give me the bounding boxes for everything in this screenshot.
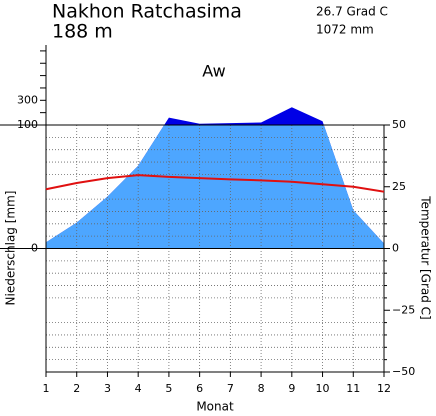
x-axis-label: Monat bbox=[196, 400, 234, 414]
mean-temperature: 26.7 Grad C bbox=[316, 5, 388, 19]
temperature-line bbox=[45, 174, 385, 193]
x-tick-label: 4 bbox=[135, 382, 142, 395]
x-tick-label: 3 bbox=[104, 382, 111, 395]
x-tick-label: 5 bbox=[165, 382, 172, 395]
x-tick-label: 9 bbox=[288, 382, 295, 395]
x-tick-label: 8 bbox=[258, 382, 265, 395]
chart-subtitle: 188 m bbox=[52, 21, 113, 43]
y2-tick-label: −25 bbox=[392, 303, 415, 316]
x-tick-label: 7 bbox=[227, 382, 234, 395]
y2-tick-label: 0 bbox=[392, 242, 399, 255]
x-tick-label: 6 bbox=[196, 382, 203, 395]
annual-precipitation: 1072 mm bbox=[316, 23, 374, 37]
precipitation-area bbox=[46, 125, 384, 249]
y2-tick-label: −50 bbox=[392, 365, 415, 378]
y2-tick-label: 50 bbox=[392, 118, 406, 131]
x-tick-label: 11 bbox=[346, 382, 360, 395]
y-tick-label: 300 bbox=[17, 93, 38, 106]
x-tick-label: 2 bbox=[73, 382, 80, 395]
x-tick-label: 1 bbox=[43, 382, 50, 395]
x-tick-label: 10 bbox=[316, 382, 330, 395]
x-tick-label: 12 bbox=[377, 382, 391, 395]
y2-axis-label: Temperatur [Grad C] bbox=[419, 195, 433, 319]
y2-tick-label: 25 bbox=[392, 180, 406, 193]
chart-title: Nakhon Ratchasima bbox=[52, 1, 242, 23]
climate-class: Aw bbox=[202, 62, 225, 81]
